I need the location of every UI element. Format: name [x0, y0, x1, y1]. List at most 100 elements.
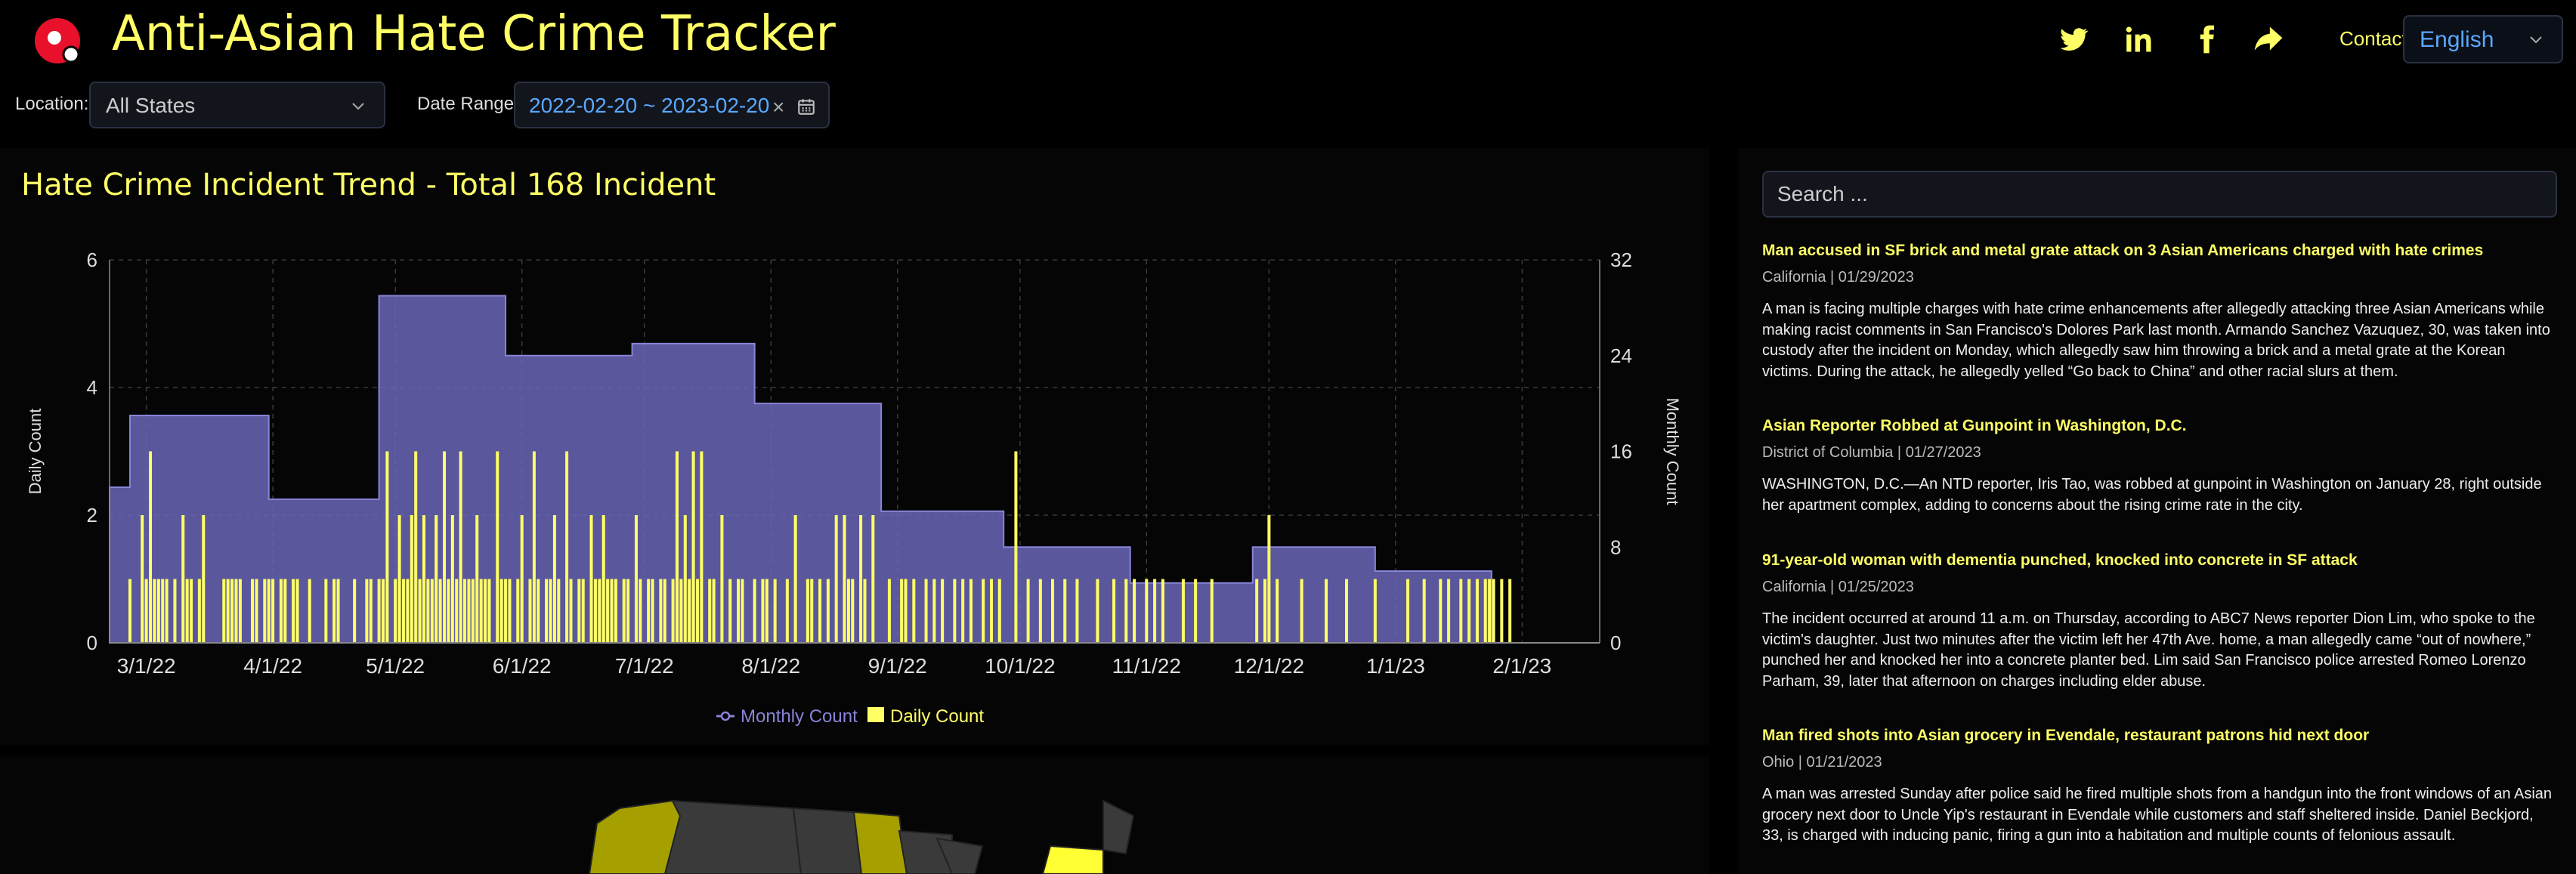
daily-count-bar [961, 579, 965, 643]
daily-count-bar [1373, 579, 1377, 643]
legend-daily-label: Daily Count [890, 706, 984, 727]
language-select[interactable]: English [2403, 15, 2563, 63]
daily-count-bar [190, 579, 193, 643]
daily-count-bar [761, 579, 765, 643]
calendar-icon[interactable] [796, 97, 816, 116]
share-icon[interactable] [2252, 23, 2285, 56]
daily-count-bar [989, 579, 993, 643]
map-state-michigan [935, 837, 984, 874]
daily-count-bar [141, 515, 144, 643]
daily-count-bar [708, 579, 712, 643]
news-item-title[interactable]: Man accused in SF brick and metal grate … [1762, 242, 2484, 259]
daily-count-bar [292, 579, 295, 643]
daily-count-bar [365, 579, 369, 643]
news-search-input[interactable] [1762, 171, 2557, 218]
daily-count-bar [671, 579, 675, 643]
chart-title: Hate Crime Incident Trend - Total 168 In… [21, 168, 716, 202]
daily-count-bar [394, 579, 397, 643]
chevron-down-icon [2530, 36, 2542, 44]
daily-count-bar [679, 579, 683, 643]
twitter-icon[interactable] [2057, 23, 2090, 56]
daily-count-bar [479, 579, 483, 643]
y2-tick-label: 16 [1610, 440, 1632, 463]
daily-count-bar [565, 451, 569, 643]
y2-tick-label: 0 [1610, 632, 1621, 654]
location-select[interactable]: All States [89, 82, 385, 128]
y-tick-label: 0 [87, 632, 97, 654]
daily-count-bar [953, 579, 957, 643]
daily-count-bar [843, 515, 846, 643]
daily-count-bar [484, 579, 487, 643]
date-range-picker[interactable]: 2022-02-20 ~ 2023-02-20 × [514, 82, 830, 128]
daily-count-bar [598, 579, 601, 643]
x-tick-label: 2/1/23 [1492, 654, 1551, 678]
news-item: Man fired shots into Asian grocery in Ev… [1762, 725, 2557, 847]
daily-count-bar [610, 579, 614, 643]
daily-count-bar [773, 579, 777, 643]
daily-count-bar [826, 579, 830, 643]
daily-count-bar [622, 579, 626, 643]
daily-count-bar [1181, 579, 1185, 643]
daily-count-bar [1210, 579, 1214, 643]
chevron-down-icon [352, 103, 364, 110]
daily-count-bar [1439, 579, 1443, 643]
map-state-maine [1102, 799, 1135, 855]
daily-count-bar [324, 579, 328, 643]
news-item-body: WASHINGTON, D.C.—An NTD reporter, Iris T… [1762, 476, 2542, 514]
map-panel [0, 755, 1709, 874]
daily-count-bar [688, 579, 691, 643]
x-tick-label: 10/1/22 [985, 654, 1055, 678]
daily-count-bar [353, 579, 357, 643]
app-logo-icon [35, 18, 80, 63]
y2-axis-title: Monthly Count [1663, 398, 1682, 505]
daily-count-bar [267, 579, 271, 643]
us-map[interactable] [0, 755, 1709, 874]
daily-count-bar [606, 579, 610, 643]
daily-count-bar [516, 579, 520, 643]
daily-count-bar [1038, 579, 1042, 643]
linkedin-icon[interactable] [2123, 23, 2157, 56]
x-tick-label: 1/1/23 [1366, 654, 1425, 678]
daily-count-bar [459, 451, 462, 643]
daily-count-bar [226, 579, 230, 643]
news-item-title[interactable]: Man fired shots into Asian grocery in Ev… [1762, 727, 2370, 744]
daily-count-bar [414, 451, 418, 643]
daily-count-bar [410, 515, 413, 643]
news-item: Asian Reporter Robbed at Gunpoint in Was… [1762, 415, 2557, 516]
y2-tick-label: 32 [1610, 249, 1632, 271]
news-item: 91-year-old woman with dementia punched,… [1762, 550, 2557, 692]
daily-count-bar [1492, 579, 1495, 643]
daily-count-bar [1263, 579, 1266, 643]
chart-panel: Hate Crime Incident Trend - Total 168 In… [0, 148, 1709, 745]
daily-count-bar [887, 579, 891, 643]
daily-count-bar [144, 579, 148, 643]
daily-count-bar [471, 579, 475, 643]
daily-count-bar [1475, 579, 1479, 643]
daily-count-bar [1026, 579, 1030, 643]
daily-count-bar [806, 579, 809, 643]
daily-count-bar [161, 579, 165, 643]
daily-count-bar [1063, 579, 1067, 643]
daily-count-bar [1145, 579, 1149, 643]
news-panel: Man accused in SF brick and metal grate … [1738, 148, 2576, 874]
map-state-montana [663, 799, 802, 874]
daily-count-bar [377, 579, 381, 643]
facebook-icon[interactable] [2190, 23, 2223, 56]
daily-count-bar [941, 579, 945, 643]
clear-icon[interactable]: × [772, 95, 785, 119]
daily-count-bar [614, 579, 617, 643]
daily-count-bar [255, 579, 258, 643]
news-item-title[interactable]: 91-year-old woman with dementia punched,… [1762, 551, 2358, 569]
daily-count-bar [601, 515, 605, 643]
daily-count-bar [532, 451, 536, 643]
location-label: Location: [15, 94, 89, 114]
daily-count-bar [426, 579, 430, 643]
daily-count-bar [537, 579, 540, 643]
news-item-body: A man is facing multiple charges with ha… [1762, 301, 2550, 380]
daily-count-bar [283, 579, 287, 643]
y2-tick-label: 24 [1610, 344, 1632, 367]
date-range-label: Date Range: [417, 94, 519, 114]
legend-monthly-label: Monthly Count [741, 706, 858, 727]
daily-count-bar [912, 579, 916, 643]
news-item-title[interactable]: Asian Reporter Robbed at Gunpoint in Was… [1762, 417, 2187, 434]
